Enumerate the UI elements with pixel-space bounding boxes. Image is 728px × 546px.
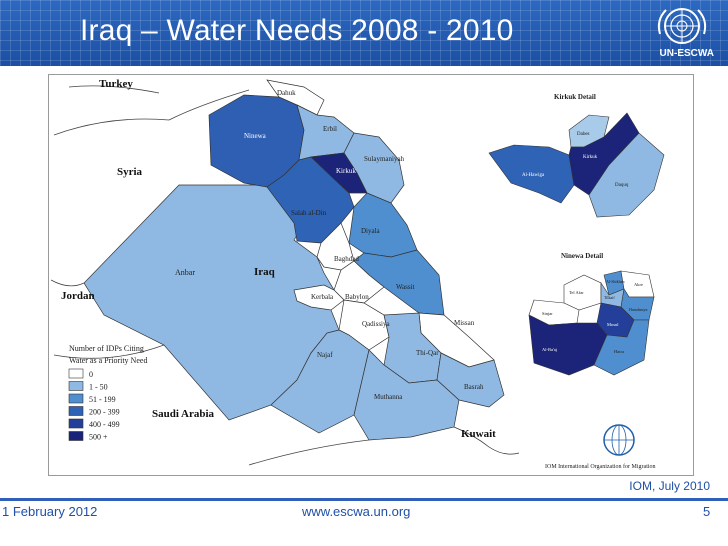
region-najaf [270, 329, 370, 434]
iraq-water-map: Turkey Syria Jordan Saudi Arabia Kuwait … [50, 78, 665, 470]
header-grid-pattern [0, 0, 728, 66]
legend-label: 0 [89, 370, 93, 379]
label-turkey: Turkey [99, 78, 133, 90]
ninewa-label-tilkaif: Tilkaif [604, 295, 615, 300]
iraq-main-map [50, 79, 520, 466]
ninewa-label-sinjar: Sinjar [542, 311, 553, 316]
kuwait-border [453, 426, 520, 455]
page-number: 5 [703, 504, 711, 519]
label-kirkuk: Kirkuk [336, 167, 356, 175]
label-kuwait: Kuwait [461, 428, 496, 440]
ninewa-label-hatra: Hatra [614, 349, 624, 354]
ninewa-district-hatra [593, 319, 650, 376]
ninewa-label-mosul: Mosul [607, 322, 619, 327]
ninewa-label-tel-afar: Tel Afar [569, 290, 584, 295]
kirkuk-detail-map [488, 112, 665, 218]
ninewa-label-akre: Akre [634, 282, 643, 287]
map-frame: Turkey Syria Jordan Saudi Arabia Kuwait … [48, 74, 694, 476]
label-diyala: Diyala [361, 227, 381, 235]
legend-label: 200 - 399 [89, 408, 120, 417]
label-babylon: Babylon [345, 293, 369, 301]
label-basrah: Basrah [464, 383, 484, 391]
region-kerbala [293, 284, 345, 311]
label-ninewa: Ninewa [244, 132, 267, 140]
label-wassit: Wassit [396, 283, 415, 291]
label-syria: Syria [117, 166, 143, 178]
label-baghdad: Baghdad [334, 255, 359, 263]
ninewa-detail-title: Ninewa Detail [561, 252, 603, 260]
label-najaf: Najaf [317, 351, 333, 359]
map-legend: Number of IDPs Citing Water as a Priorit… [68, 344, 147, 442]
ninewa-label-al-baaj: Al-Ba'aj [542, 347, 557, 352]
legend-swatch [68, 381, 84, 391]
legend-swatch [68, 406, 84, 416]
international-borders [50, 85, 370, 466]
label-kerbala: Kerbala [311, 293, 334, 301]
label-sulaymaniyah: Sulaymaniyah [364, 155, 405, 163]
kirkuk-label-al-hawiga: Al-Hawiga [522, 173, 545, 178]
label-iraq: Iraq [254, 266, 276, 278]
label-salah: Salah al-Din [291, 209, 327, 217]
kirkuk-detail-title: Kirkuk Detail [554, 93, 596, 101]
ninewa-district-al-baaj [528, 314, 608, 376]
logo-text: UN-ESCWA [659, 48, 714, 59]
kirkuk-district-daquq [588, 132, 665, 218]
legend-swatch [68, 431, 84, 441]
legend-label: 400 - 499 [89, 420, 120, 429]
legend-swatch [68, 368, 84, 379]
iom-text: IOM International Organization for Migra… [545, 463, 656, 470]
kirkuk-label-kirkuk: Kirkuk [583, 155, 598, 160]
ninewa-detail-map [528, 270, 655, 376]
map-credit: IOM, July 2010 [629, 479, 710, 493]
ninewa-label-hamdaniya: Hamdaniya [629, 307, 648, 312]
footer-url[interactable]: www.escwa.un.org [302, 504, 411, 519]
label-jordan: Jordan [61, 290, 95, 302]
label-erbil: Erbil [323, 125, 337, 133]
iom-logo: IOM International Organization for Migra… [545, 424, 656, 470]
label-anbar: Anbar [175, 268, 195, 277]
legend-swatch [68, 393, 84, 404]
slide-title: Iraq – Water Needs 2008 - 2010 [80, 14, 514, 47]
kirkuk-label-daquq: Daquq [615, 183, 629, 188]
legend-label: 51 - 199 [89, 395, 116, 404]
label-missan: Missan [454, 319, 475, 327]
region-salah [266, 156, 355, 244]
label-thiqar: Thi-Qar [416, 349, 439, 357]
legend-swatch [68, 418, 84, 429]
ninewa-label-al-shikhan: Al-Shikhan [606, 279, 624, 284]
region-diyala [348, 192, 418, 258]
footer-date: 1 February 2012 [2, 504, 98, 519]
slide-header: Iraq – Water Needs 2008 - 2010 UN-ESCWA [0, 0, 728, 66]
region-muthanna [353, 349, 460, 441]
legend-items: 0 1 - 50 51 - 199 200 - 399 400 - 499 500 + [68, 368, 120, 442]
legend-label: 500 + [89, 433, 108, 442]
un-emblem-icon [657, 8, 707, 44]
label-saudi: Saudi Arabia [152, 408, 215, 420]
kirkuk-label-dabes: Dabes [577, 132, 590, 137]
legend-title-line1: Number of IDPs Citing [69, 344, 144, 353]
label-dahuk: Dahuk [277, 89, 296, 97]
legend-label: 1 - 50 [89, 383, 108, 392]
footer-divider [0, 498, 728, 501]
label-muthanna: Muthanna [374, 393, 403, 401]
label-qadissiya: Qadissiya [362, 320, 391, 328]
legend-title-line2: Water as a Priority Need [69, 356, 147, 365]
